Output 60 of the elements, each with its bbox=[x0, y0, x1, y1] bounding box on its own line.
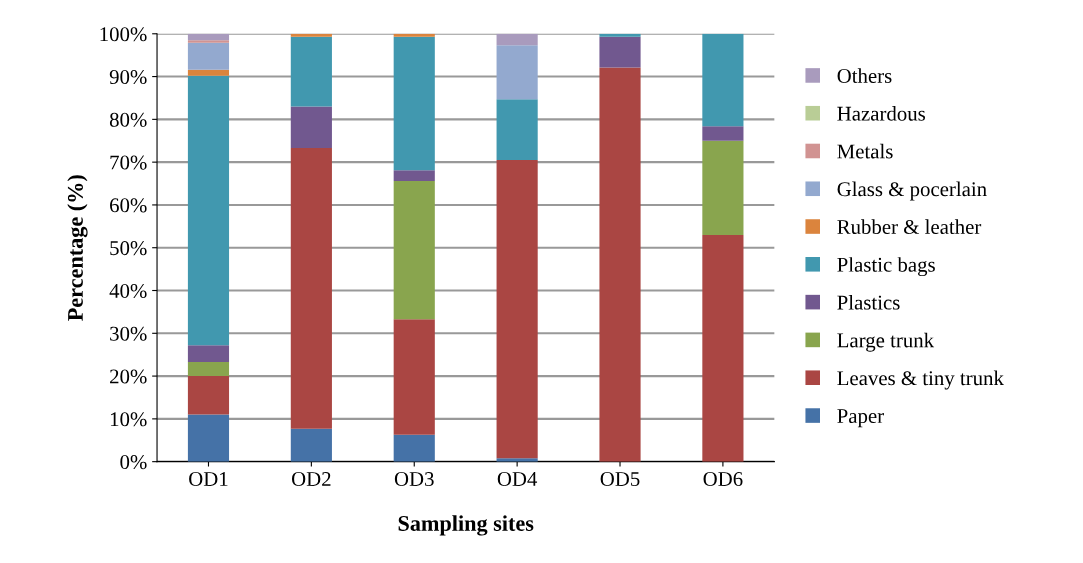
bar bbox=[187, 42, 230, 70]
bar bbox=[187, 376, 230, 415]
y-tick-label: 60% bbox=[110, 198, 147, 213]
legend-label: Plastics bbox=[837, 294, 900, 310]
y-tick-label: 30% bbox=[110, 326, 147, 341]
bar bbox=[290, 33, 332, 37]
bar bbox=[393, 33, 435, 37]
y-tick-label: 20% bbox=[110, 369, 147, 384]
y-axis-title: Percentage (%) bbox=[67, 175, 88, 321]
x-tick-label: OD5 bbox=[600, 472, 640, 487]
bar bbox=[187, 361, 230, 377]
x-tick-label: OD6 bbox=[703, 472, 743, 487]
y-tick-label: 0% bbox=[120, 455, 147, 470]
bar bbox=[187, 69, 230, 76]
bar bbox=[187, 414, 230, 462]
y-tick-label: 100% bbox=[100, 27, 147, 42]
bar bbox=[496, 160, 538, 459]
y-tick-label: 50% bbox=[110, 241, 147, 256]
x-axis-title: Sampling sites bbox=[398, 515, 534, 536]
bar bbox=[290, 148, 332, 429]
legend-label: Hazardous bbox=[837, 106, 926, 121]
bar bbox=[393, 434, 435, 462]
y-tick-label: 40% bbox=[109, 283, 147, 299]
bar bbox=[599, 36, 641, 68]
y-tick-label: 10% bbox=[110, 412, 147, 427]
bar bbox=[599, 33, 641, 37]
bar bbox=[702, 33, 744, 127]
x-tick-label: OD1 bbox=[189, 472, 228, 487]
legend-label: Metals bbox=[837, 143, 893, 159]
legend-label: Paper bbox=[837, 409, 884, 428]
legend-label: Rubber & leather bbox=[837, 219, 982, 235]
y-tick-label: 70% bbox=[110, 155, 147, 170]
bar bbox=[496, 45, 538, 100]
bar bbox=[290, 36, 332, 107]
bar bbox=[187, 75, 230, 346]
legend-label: Large trunk bbox=[837, 332, 935, 352]
bar bbox=[187, 345, 230, 362]
x-tick-label: OD2 bbox=[291, 472, 331, 487]
bar bbox=[290, 428, 332, 462]
bar bbox=[187, 40, 230, 43]
bar bbox=[290, 106, 332, 149]
legend-label: Plastic bags bbox=[837, 257, 935, 277]
legend-label: Leaves & tiny trunk bbox=[837, 370, 1004, 390]
bar bbox=[393, 319, 435, 435]
bar bbox=[187, 33, 230, 41]
bar bbox=[393, 36, 435, 171]
bar bbox=[393, 180, 435, 320]
bar bbox=[702, 234, 744, 462]
y-tick-label: 90% bbox=[109, 69, 147, 85]
legend-label: Glass & pocerlain bbox=[837, 181, 987, 201]
bar bbox=[702, 126, 744, 141]
legend-label: Others bbox=[837, 68, 892, 83]
x-tick-label: OD3 bbox=[394, 472, 434, 487]
y-tick-label: 80% bbox=[109, 112, 147, 127]
bar bbox=[496, 99, 538, 160]
bar bbox=[599, 67, 641, 462]
bar bbox=[702, 140, 744, 235]
x-tick-label: OD4 bbox=[497, 472, 538, 487]
bar bbox=[393, 170, 435, 181]
bar bbox=[496, 33, 538, 46]
